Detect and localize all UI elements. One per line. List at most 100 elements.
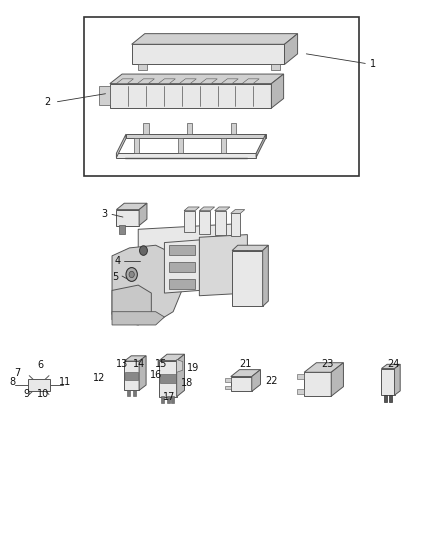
Polygon shape xyxy=(144,124,149,134)
Polygon shape xyxy=(159,354,184,361)
Polygon shape xyxy=(112,312,164,325)
Text: 6: 6 xyxy=(38,360,44,370)
Polygon shape xyxy=(200,79,217,84)
Polygon shape xyxy=(184,207,199,211)
Polygon shape xyxy=(132,44,285,64)
Text: 12: 12 xyxy=(93,373,106,383)
Polygon shape xyxy=(139,356,146,390)
Polygon shape xyxy=(187,124,192,134)
Bar xyxy=(169,245,195,255)
Polygon shape xyxy=(158,79,175,84)
Polygon shape xyxy=(199,211,210,233)
Polygon shape xyxy=(117,203,147,209)
Polygon shape xyxy=(272,74,284,108)
Bar xyxy=(166,396,170,403)
Polygon shape xyxy=(179,79,196,84)
Text: 4: 4 xyxy=(115,256,121,266)
Bar xyxy=(169,262,195,272)
Bar xyxy=(161,396,164,403)
Bar xyxy=(125,372,138,379)
Polygon shape xyxy=(225,378,231,382)
Bar xyxy=(117,154,256,158)
Polygon shape xyxy=(256,134,266,158)
Polygon shape xyxy=(231,213,240,236)
Bar xyxy=(84,17,359,176)
Text: 17: 17 xyxy=(162,392,175,402)
Polygon shape xyxy=(225,385,231,389)
Polygon shape xyxy=(138,79,154,84)
Text: 1: 1 xyxy=(370,60,376,69)
Polygon shape xyxy=(199,207,215,211)
Text: 23: 23 xyxy=(321,359,333,369)
Circle shape xyxy=(129,271,134,278)
Polygon shape xyxy=(112,245,182,320)
Polygon shape xyxy=(177,354,184,397)
Text: 11: 11 xyxy=(59,377,71,387)
Polygon shape xyxy=(395,365,400,395)
Polygon shape xyxy=(285,34,297,64)
Bar xyxy=(171,396,174,403)
Polygon shape xyxy=(117,134,126,158)
Polygon shape xyxy=(134,139,139,154)
Polygon shape xyxy=(159,361,177,397)
Polygon shape xyxy=(177,139,183,154)
Polygon shape xyxy=(304,363,343,372)
Polygon shape xyxy=(231,369,261,376)
Text: 14: 14 xyxy=(134,359,146,369)
Polygon shape xyxy=(124,356,146,361)
Text: 8: 8 xyxy=(10,377,16,387)
Bar xyxy=(160,374,176,383)
Text: 9: 9 xyxy=(24,389,30,399)
Polygon shape xyxy=(112,285,151,325)
Polygon shape xyxy=(138,224,234,282)
Polygon shape xyxy=(199,235,247,296)
Text: 5: 5 xyxy=(112,272,119,282)
Text: 16: 16 xyxy=(149,370,162,381)
Polygon shape xyxy=(132,34,297,44)
Polygon shape xyxy=(221,79,238,84)
Polygon shape xyxy=(304,372,331,396)
Polygon shape xyxy=(124,361,139,390)
Polygon shape xyxy=(231,124,236,134)
Text: 2: 2 xyxy=(45,96,51,107)
Text: 24: 24 xyxy=(388,359,400,369)
Polygon shape xyxy=(177,360,183,372)
Bar xyxy=(384,394,387,401)
Text: 13: 13 xyxy=(116,359,128,369)
Polygon shape xyxy=(117,209,139,225)
Circle shape xyxy=(126,268,138,281)
Text: 15: 15 xyxy=(155,359,168,369)
Polygon shape xyxy=(99,86,110,106)
Text: 19: 19 xyxy=(187,362,199,373)
Polygon shape xyxy=(263,245,268,306)
Polygon shape xyxy=(139,203,147,225)
Bar xyxy=(389,394,392,401)
Bar xyxy=(119,225,125,234)
Text: 22: 22 xyxy=(265,376,278,386)
Bar xyxy=(126,134,266,139)
Polygon shape xyxy=(231,376,252,391)
Polygon shape xyxy=(215,211,226,235)
Text: 21: 21 xyxy=(239,359,251,369)
Polygon shape xyxy=(242,79,259,84)
Text: 3: 3 xyxy=(102,209,108,220)
Polygon shape xyxy=(297,374,304,378)
Bar xyxy=(133,390,136,395)
Bar xyxy=(127,390,130,395)
Polygon shape xyxy=(184,211,195,232)
Polygon shape xyxy=(272,64,280,70)
Polygon shape xyxy=(297,389,304,393)
Polygon shape xyxy=(381,368,395,395)
Polygon shape xyxy=(164,240,199,293)
Polygon shape xyxy=(231,209,245,213)
Text: 18: 18 xyxy=(181,378,193,388)
Bar xyxy=(28,378,50,391)
Circle shape xyxy=(140,246,148,255)
Polygon shape xyxy=(138,64,147,70)
Polygon shape xyxy=(381,365,400,368)
Polygon shape xyxy=(215,207,230,211)
Polygon shape xyxy=(232,245,268,251)
Bar xyxy=(169,279,195,289)
Polygon shape xyxy=(110,74,284,84)
Polygon shape xyxy=(232,251,263,306)
